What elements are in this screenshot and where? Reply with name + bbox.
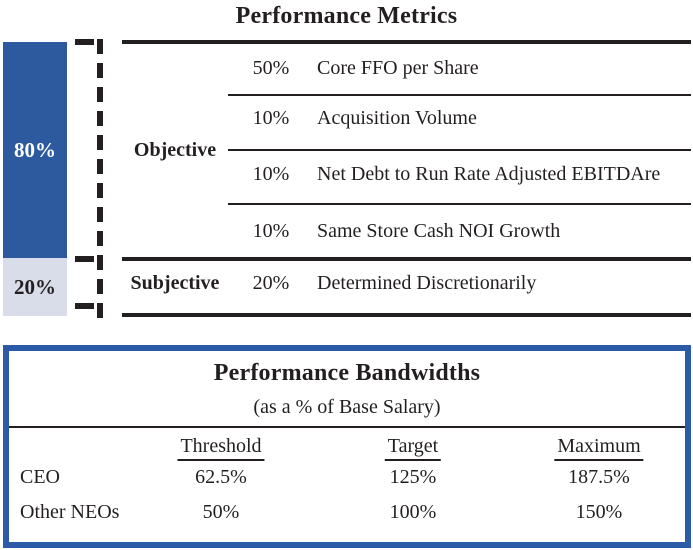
metric-label: Net Debt to Run Rate Adjusted EBITDAre [317, 163, 661, 185]
objective-weight-bar: 80% [3, 42, 67, 258]
metrics-separator-2 [228, 149, 691, 151]
metric-weight: 10% [252, 107, 290, 129]
metrics-middle-rule [122, 257, 691, 261]
bandwidths-title: Performance Bandwidths [213, 360, 481, 386]
bracket-tick-bottom [75, 303, 94, 309]
bracket-tick-middle [75, 256, 94, 262]
target-value: 100% [389, 501, 437, 523]
maximum-value: 150% [575, 501, 623, 523]
dashed-bracket-line [97, 39, 103, 318]
bracket-tick-top [75, 39, 94, 45]
metrics-top-rule [122, 40, 691, 44]
column-header-target: Target [384, 436, 442, 461]
metric-label: Determined Discretionarily [317, 272, 537, 294]
metric-weight: 50% [252, 57, 290, 79]
metric-label: Same Store Cash NOI Growth [317, 220, 561, 242]
metric-weight: 20% [252, 272, 290, 294]
maximum-value: 187.5% [568, 466, 630, 488]
metrics-title: Performance Metrics [235, 3, 458, 29]
metrics-separator-3 [228, 203, 691, 205]
metric-weight: 10% [252, 220, 290, 242]
bandwidths-box: Performance Bandwidths (as a % of Base S… [3, 345, 691, 548]
row-label: Other NEOs [20, 501, 120, 523]
metric-label: Core FFO per Share [317, 57, 479, 79]
metrics-bottom-rule [122, 313, 691, 317]
subjective-category-label: Subjective [130, 272, 220, 294]
target-value: 125% [389, 466, 437, 488]
subjective-weight-label: 20% [14, 274, 56, 299]
threshold-value: 50% [202, 501, 240, 523]
column-header-maximum: Maximum [554, 436, 644, 461]
subjective-weight-bar: 20% [3, 258, 67, 316]
metric-weight: 10% [252, 163, 290, 185]
bandwidths-header-rule [9, 426, 685, 428]
metric-label: Acquisition Volume [317, 107, 477, 129]
bandwidths-subtitle: (as a % of Base Salary) [253, 396, 441, 418]
metrics-separator-1 [228, 94, 691, 96]
objective-weight-label: 80% [14, 137, 56, 162]
column-header-threshold: Threshold [177, 436, 265, 461]
threshold-value: 62.5% [195, 466, 247, 488]
objective-category-label: Objective [133, 139, 217, 161]
row-label: CEO [20, 466, 60, 488]
